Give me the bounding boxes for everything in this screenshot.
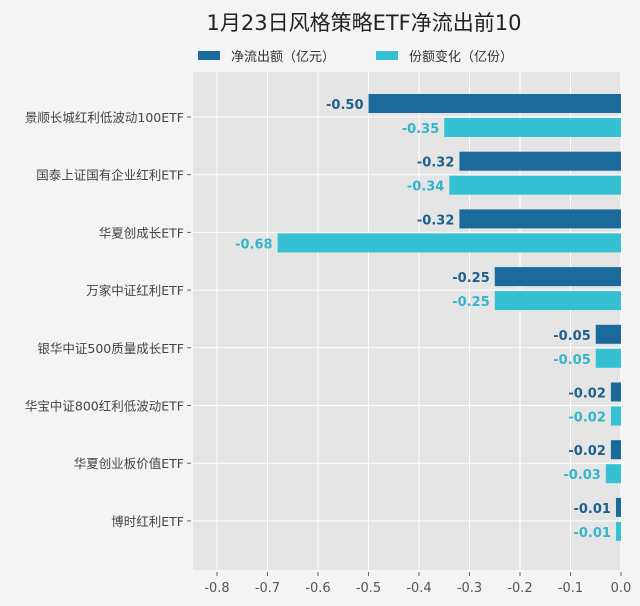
data-label: -0.03 [563, 468, 600, 483]
data-label: -0.25 [452, 271, 489, 286]
x-tick-label: 0.0 [611, 581, 632, 596]
data-label: -0.50 [326, 98, 363, 113]
bar [610, 440, 621, 460]
plot-area [193, 72, 621, 570]
bar [494, 291, 621, 311]
data-label: -0.05 [553, 353, 590, 368]
legend-label: 份额变化（亿份） [409, 49, 513, 65]
bar [615, 521, 621, 541]
bar [277, 233, 621, 253]
legend-swatch [376, 51, 398, 60]
category-label: 博时红利ETF [111, 514, 184, 529]
x-tick-label: -0.7 [255, 581, 280, 596]
chart-title: 1月23日风格策略ETF净流出前10 [207, 11, 522, 35]
bars: -0.50 -0.35 -0.32 -0.34 -0.32 -0.68 -0.25 -0.25… [235, 94, 621, 541]
data-label: -0.32 [417, 156, 454, 171]
data-label: -0.02 [568, 444, 605, 459]
x-tick-label: -0.5 [356, 581, 381, 596]
bar [449, 175, 621, 195]
category-label: 华夏创业板价值ETF [74, 456, 184, 471]
x-axis: -0.8 -0.7 -0.6 -0.5 -0.4 -0.3 -0.2 -0.1 0.0 [187, 116, 632, 596]
bar [610, 406, 621, 426]
category-label: 万家中证红利ETF [86, 283, 184, 298]
y-axis: 景顺长城红利低波动100ETF 国泰上证国有企业红利ETF 华夏创成长ETF 万家中证… [25, 110, 184, 529]
data-label: -0.01 [573, 526, 610, 541]
data-label: -0.02 [568, 387, 605, 402]
bar [459, 209, 621, 229]
data-label: -0.34 [407, 180, 444, 195]
bar [615, 497, 621, 517]
bar [595, 324, 621, 344]
data-label: -0.01 [573, 502, 610, 517]
data-label: -0.25 [452, 295, 489, 310]
data-label: -0.68 [235, 237, 272, 252]
x-tick-label: -0.6 [305, 581, 330, 596]
category-label: 国泰上证国有企业红利ETF [36, 168, 184, 183]
x-tick-label: -0.8 [204, 581, 229, 596]
x-tick-label: -0.2 [507, 581, 532, 596]
bar [368, 94, 621, 113]
x-tick-label: -0.1 [558, 581, 583, 596]
category-label: 景顺长城红利低波动100ETF [25, 110, 184, 125]
category-label: 华夏创成长ETF [99, 225, 184, 240]
data-label: -0.35 [402, 122, 439, 137]
category-label: 华宝中证800红利低波动ETF [25, 399, 184, 414]
x-tick-label: -0.4 [406, 581, 431, 596]
bar [444, 118, 621, 137]
legend: 净流出额（亿元） 份额变化（亿份） [198, 49, 513, 65]
legend-label: 净流出额（亿元） [231, 50, 335, 65]
bar [595, 348, 621, 368]
data-label: -0.02 [568, 411, 605, 426]
bar [610, 382, 621, 402]
bar [494, 267, 621, 287]
bar [605, 464, 621, 484]
legend-swatch [198, 51, 220, 60]
data-label: -0.32 [417, 213, 454, 228]
bar [459, 151, 621, 171]
x-tick-label: -0.3 [457, 581, 482, 596]
data-label: -0.05 [553, 329, 590, 344]
category-label: 银华中证500质量成长ETF [37, 341, 184, 356]
